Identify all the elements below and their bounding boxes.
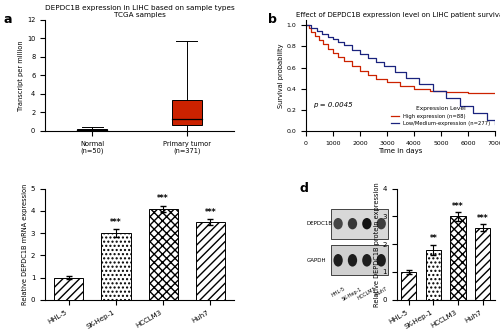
Bar [172,100,202,126]
Text: ***: *** [110,218,122,227]
Ellipse shape [348,218,357,229]
Ellipse shape [348,254,357,267]
Text: Huh7: Huh7 [374,286,388,297]
Title: Effect of DEPDC1B expression level on LIHC patient survival: Effect of DEPDC1B expression level on LI… [296,12,500,18]
Ellipse shape [376,218,386,229]
Y-axis label: Relative DEPDC1B mRNA expression: Relative DEPDC1B mRNA expression [22,183,28,305]
Ellipse shape [334,218,343,229]
Bar [101,233,130,300]
Text: p = 0.0045: p = 0.0045 [314,102,353,108]
Bar [331,209,388,239]
Bar [401,272,416,300]
Bar [77,129,108,130]
Bar [331,245,388,275]
Title: DEPDC1B expression in LIHC based on sample types
TCGA samples: DEPDC1B expression in LIHC based on samp… [44,5,234,18]
X-axis label: Time in days: Time in days [378,149,422,155]
Bar [450,216,466,300]
Y-axis label: Transcript per million: Transcript per million [18,40,24,111]
Ellipse shape [362,254,372,267]
Bar [475,227,490,300]
Text: a: a [4,13,12,26]
Text: **: ** [430,234,438,243]
Text: DEPDC1B: DEPDC1B [307,221,333,226]
Text: d: d [300,182,308,195]
Text: HCCLM3: HCCLM3 [356,286,377,301]
Bar [196,222,225,300]
Legend: High expression (n=88), Low/Medium-expression (n=277): High expression (n=88), Low/Medium-expre… [389,104,492,128]
Text: GAPDH: GAPDH [307,258,326,263]
Text: ***: *** [452,201,464,211]
Ellipse shape [376,254,386,267]
Bar [426,250,441,300]
Text: SK-Hep-1: SK-Hep-1 [342,286,363,302]
Text: b: b [268,13,277,26]
Bar [54,277,84,300]
Text: HHL-5: HHL-5 [330,286,346,298]
Text: ***: *** [204,208,216,217]
Y-axis label: Survival probability: Survival probability [278,43,283,108]
Bar [148,209,178,300]
Text: ***: *** [477,213,488,222]
Ellipse shape [362,218,372,229]
Ellipse shape [334,254,343,267]
Y-axis label: Relative DEPDC1B protein expression: Relative DEPDC1B protein expression [374,182,380,307]
Text: ***: *** [158,194,169,203]
